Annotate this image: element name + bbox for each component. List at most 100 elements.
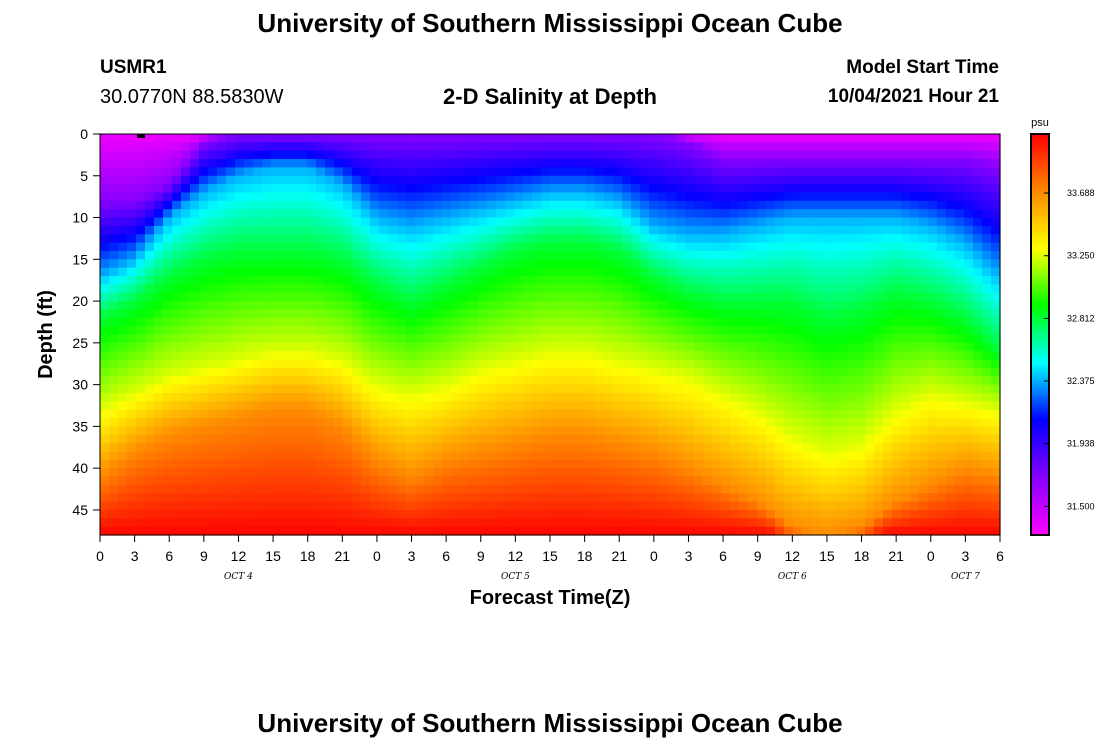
heatmap-cell	[370, 317, 380, 327]
heatmap-cell	[226, 501, 236, 511]
heatmap-cell	[568, 426, 578, 436]
heatmap-cell	[982, 443, 992, 453]
heatmap-cell	[955, 493, 965, 503]
heatmap-cell	[136, 418, 146, 427]
heatmap-cell	[325, 501, 335, 511]
heatmap-cell	[361, 476, 371, 486]
heatmap-cell	[478, 250, 488, 260]
heatmap-cell	[424, 351, 434, 361]
heatmap-cell	[388, 367, 398, 377]
heatmap-cell	[415, 334, 425, 344]
heatmap-cell	[712, 284, 722, 294]
heatmap-cell	[532, 351, 542, 361]
heatmap-cell	[631, 342, 641, 352]
heatmap-cell	[649, 367, 659, 377]
heatmap-cell	[298, 493, 308, 503]
heatmap-cell	[370, 292, 380, 302]
heatmap-cell	[775, 242, 785, 252]
heatmap-cell	[280, 392, 290, 402]
heatmap-cell	[721, 376, 731, 386]
heatmap-cell	[982, 225, 992, 235]
heatmap-cell	[298, 225, 308, 235]
heatmap-cell	[604, 518, 614, 528]
heatmap-cell	[667, 167, 677, 177]
heatmap-cell	[514, 501, 524, 511]
heatmap-cell	[919, 192, 929, 202]
heatmap-cell	[694, 175, 704, 185]
heatmap-cell	[271, 409, 281, 419]
heatmap-cell	[280, 384, 290, 394]
heatmap-cell	[325, 334, 335, 344]
heatmap-cell	[838, 159, 848, 169]
heatmap-cell	[262, 309, 272, 319]
heatmap-cell	[460, 367, 470, 377]
heatmap-cell	[955, 175, 965, 185]
heatmap-cell	[532, 409, 542, 419]
heatmap-cell	[271, 209, 281, 219]
heatmap-cell	[100, 326, 110, 336]
heatmap-cell	[226, 493, 236, 503]
heatmap-cell	[523, 509, 533, 519]
heatmap-cell	[217, 367, 227, 377]
heatmap-cell	[811, 468, 821, 478]
heatmap-cell	[307, 451, 317, 461]
heatmap-cell	[343, 234, 353, 244]
heatmap-cell	[793, 134, 803, 143]
heatmap-cell	[964, 250, 974, 260]
heatmap-cell	[424, 334, 434, 344]
heatmap-cell	[352, 167, 362, 177]
heatmap-cell	[100, 468, 110, 478]
heatmap-cell	[739, 175, 749, 185]
heatmap-cell	[712, 134, 722, 143]
heatmap-cell	[937, 418, 947, 427]
heatmap-cell	[892, 367, 902, 377]
heatmap-cell	[262, 426, 272, 436]
heatmap-cell	[307, 150, 317, 160]
heatmap-cell	[766, 501, 776, 511]
heatmap-cell	[982, 301, 992, 311]
heatmap-cell	[163, 443, 173, 453]
heatmap-cell	[802, 426, 812, 436]
heatmap-cell	[433, 209, 443, 219]
heatmap-cell	[595, 250, 605, 260]
heatmap-cell	[964, 401, 974, 411]
heatmap-cell	[667, 175, 677, 185]
heatmap-cell	[865, 217, 875, 227]
heatmap-cell	[559, 409, 569, 419]
heatmap-cell	[802, 234, 812, 244]
heatmap-cell	[559, 276, 569, 285]
heatmap-cell	[892, 317, 902, 327]
heatmap-cell	[559, 351, 569, 361]
heatmap-cell	[397, 276, 407, 285]
heatmap-cell	[820, 175, 830, 185]
heatmap-cell	[937, 200, 947, 210]
heatmap-cell	[442, 367, 452, 377]
heatmap-cell	[541, 501, 551, 511]
heatmap-cell	[874, 459, 884, 469]
heatmap-cell	[199, 351, 209, 361]
heatmap-cell	[739, 342, 749, 352]
heatmap-cell	[163, 309, 173, 319]
heatmap-cell	[793, 234, 803, 244]
heatmap-cell	[505, 384, 515, 394]
heatmap-cell	[136, 451, 146, 461]
heatmap-cell	[820, 284, 830, 294]
heatmap-cell	[928, 175, 938, 185]
heatmap-cell	[640, 192, 650, 202]
heatmap-cell	[982, 392, 992, 402]
heatmap-cell	[487, 184, 497, 194]
heatmap-cell	[838, 134, 848, 143]
heatmap-cell	[919, 259, 929, 269]
heatmap-cell	[406, 317, 416, 327]
heatmap-cell	[127, 309, 137, 319]
heatmap-cell	[244, 484, 254, 494]
heatmap-cell	[487, 225, 497, 235]
heatmap-cell	[244, 225, 254, 235]
heatmap-cell	[424, 342, 434, 352]
heatmap-cell	[577, 192, 587, 202]
heatmap-cell	[343, 459, 353, 469]
heatmap-cell	[343, 276, 353, 285]
heatmap-cell	[262, 392, 272, 402]
heatmap-cell	[604, 401, 614, 411]
heatmap-cell	[118, 484, 128, 494]
